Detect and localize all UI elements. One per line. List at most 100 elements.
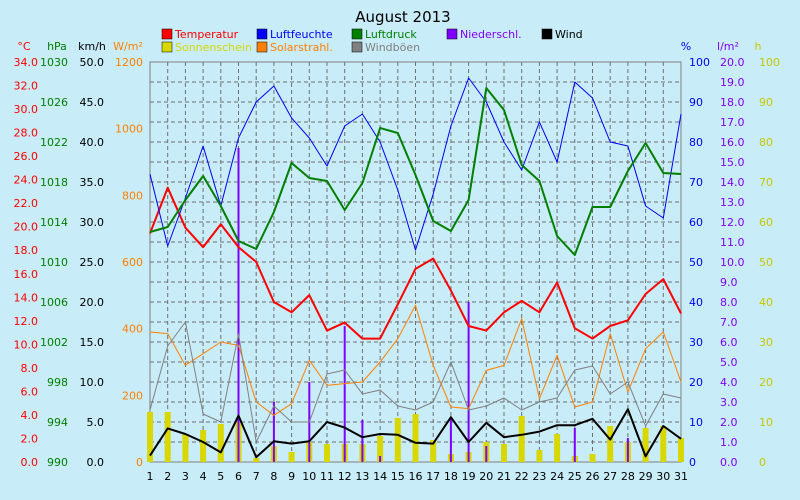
tick-label-temp: 34.0 bbox=[14, 56, 39, 69]
tick-label-press: 1022 bbox=[40, 136, 68, 149]
tick-label-temp: 8.0 bbox=[21, 362, 39, 375]
bar-sonnenschein-day-11 bbox=[324, 444, 330, 462]
tick-label-solar: 600 bbox=[122, 256, 143, 269]
tick-label-x: 27 bbox=[603, 470, 617, 483]
tick-label-wind: 50.0 bbox=[80, 56, 105, 69]
axis-title-sun: h bbox=[755, 40, 762, 53]
bar-sonnenschein-day-30 bbox=[660, 426, 667, 462]
tick-label-x: 5 bbox=[217, 470, 224, 483]
legend-swatch bbox=[161, 41, 173, 53]
legend-swatch bbox=[351, 41, 363, 53]
legend-label: Wind bbox=[555, 28, 583, 41]
legend-label: Windböen bbox=[365, 41, 420, 54]
tick-label-x: 31 bbox=[674, 470, 688, 483]
tick-label-temp: 12.0 bbox=[14, 315, 39, 328]
axis-title-wind: km/h bbox=[78, 40, 106, 53]
tick-label-temp: 2.0 bbox=[21, 432, 39, 445]
tick-label-press: 990 bbox=[47, 456, 68, 469]
legend-label: Temperatur bbox=[174, 28, 239, 41]
bar-sonnenschein-day-27 bbox=[607, 426, 614, 462]
tick-label-press: 1010 bbox=[40, 256, 68, 269]
bar-sonnenschein-day-17 bbox=[430, 440, 437, 462]
tick-label-rain: 6.0 bbox=[720, 336, 738, 349]
tick-label-temp: 18.0 bbox=[14, 244, 39, 257]
tick-label-x: 8 bbox=[270, 470, 277, 483]
tick-label-x: 17 bbox=[426, 470, 440, 483]
tick-label-solar: 0 bbox=[136, 456, 143, 469]
tick-label-rain: 19.0 bbox=[720, 76, 745, 89]
tick-label-rain: 14.0 bbox=[720, 176, 745, 189]
tick-label-sun: 20 bbox=[759, 376, 773, 389]
legend-label: Solarstrahl. bbox=[270, 41, 333, 54]
tick-label-wind: 35.0 bbox=[80, 176, 105, 189]
tick-label-temp: 32.0 bbox=[14, 80, 39, 93]
tick-label-x: 10 bbox=[302, 470, 316, 483]
legend-label: Sonnenschein bbox=[175, 41, 252, 54]
tick-label-hum: 70 bbox=[689, 176, 703, 189]
axis-title-press: hPa bbox=[47, 40, 67, 53]
tick-label-rain: 13.0 bbox=[720, 196, 745, 209]
line-series bbox=[149, 77, 682, 459]
tick-label-sun: 0 bbox=[759, 456, 766, 469]
bar-sonnenschein-day-1 bbox=[147, 412, 153, 462]
tick-label-x: 1 bbox=[147, 470, 154, 483]
legend-swatch bbox=[161, 28, 173, 40]
tick-label-wind: 40.0 bbox=[80, 136, 105, 149]
bar-niederschl-day-12 bbox=[343, 326, 346, 462]
tick-label-hum: 20 bbox=[689, 376, 703, 389]
tick-label-temp: 24.0 bbox=[14, 174, 39, 187]
tick-label-temp: 0.0 bbox=[21, 456, 39, 469]
tick-label-wind: 0.0 bbox=[87, 456, 105, 469]
bar-niederschl-day-14 bbox=[379, 456, 382, 462]
tick-label-x: 25 bbox=[568, 470, 582, 483]
tick-label-sun: 90 bbox=[759, 96, 773, 109]
tick-label-rain: 15.0 bbox=[720, 156, 745, 169]
legend-swatch bbox=[256, 41, 268, 53]
bar-sonnenschein-day-4 bbox=[200, 430, 207, 462]
tick-label-x: 24 bbox=[550, 470, 564, 483]
tick-label-temp: 20.0 bbox=[14, 221, 39, 234]
tick-label-wind: 15.0 bbox=[80, 336, 105, 349]
series-line-temperatur bbox=[149, 186, 682, 340]
tick-label-press: 994 bbox=[47, 416, 68, 429]
axes: 0.02.04.06.08.010.012.014.016.018.020.02… bbox=[14, 56, 781, 483]
series-line-windben bbox=[149, 321, 682, 443]
tick-label-temp: 4.0 bbox=[21, 409, 39, 422]
tick-label-x: 4 bbox=[200, 470, 207, 483]
tick-label-wind: 25.0 bbox=[80, 256, 105, 269]
tick-label-x: 22 bbox=[515, 470, 529, 483]
tick-label-x: 20 bbox=[479, 470, 493, 483]
axis-title-temp: °C bbox=[17, 40, 31, 53]
tick-label-wind: 5.0 bbox=[87, 416, 105, 429]
tick-label-solar: 400 bbox=[122, 323, 143, 336]
tick-label-x: 7 bbox=[253, 470, 260, 483]
bar-sonnenschein-day-7 bbox=[253, 458, 260, 462]
tick-label-wind: 10.0 bbox=[80, 376, 105, 389]
series-line-luftdruck bbox=[149, 87, 682, 256]
series-line-solarstrahl bbox=[149, 304, 682, 416]
bar-series bbox=[147, 148, 684, 462]
tick-label-hum: 50 bbox=[689, 256, 703, 269]
tick-label-rain: 17.0 bbox=[720, 116, 745, 129]
bar-niederschl-day-13 bbox=[361, 420, 364, 462]
tick-label-sun: 80 bbox=[759, 136, 773, 149]
bar-niederschl-day-25 bbox=[573, 428, 576, 462]
legend-swatch bbox=[541, 28, 553, 40]
grid-lines bbox=[150, 62, 681, 462]
bar-sonnenschein-day-3 bbox=[182, 434, 189, 462]
legend-swatch bbox=[256, 28, 268, 40]
bar-sonnenschein-day-16 bbox=[412, 414, 419, 462]
tick-label-x: 16 bbox=[409, 470, 423, 483]
bar-sonnenschein-day-24 bbox=[554, 434, 561, 462]
tick-label-hum: 100 bbox=[689, 56, 710, 69]
bar-sonnenschein-day-15 bbox=[394, 418, 401, 462]
tick-label-rain: 9.0 bbox=[720, 276, 738, 289]
bar-niederschl-day-18 bbox=[449, 418, 452, 462]
bar-sonnenschein-day-21 bbox=[501, 444, 507, 462]
tick-label-hum: 60 bbox=[689, 216, 703, 229]
tick-label-wind: 30.0 bbox=[80, 216, 105, 229]
tick-label-x: 21 bbox=[497, 470, 511, 483]
tick-label-x: 18 bbox=[444, 470, 458, 483]
tick-label-solar: 800 bbox=[122, 189, 143, 202]
